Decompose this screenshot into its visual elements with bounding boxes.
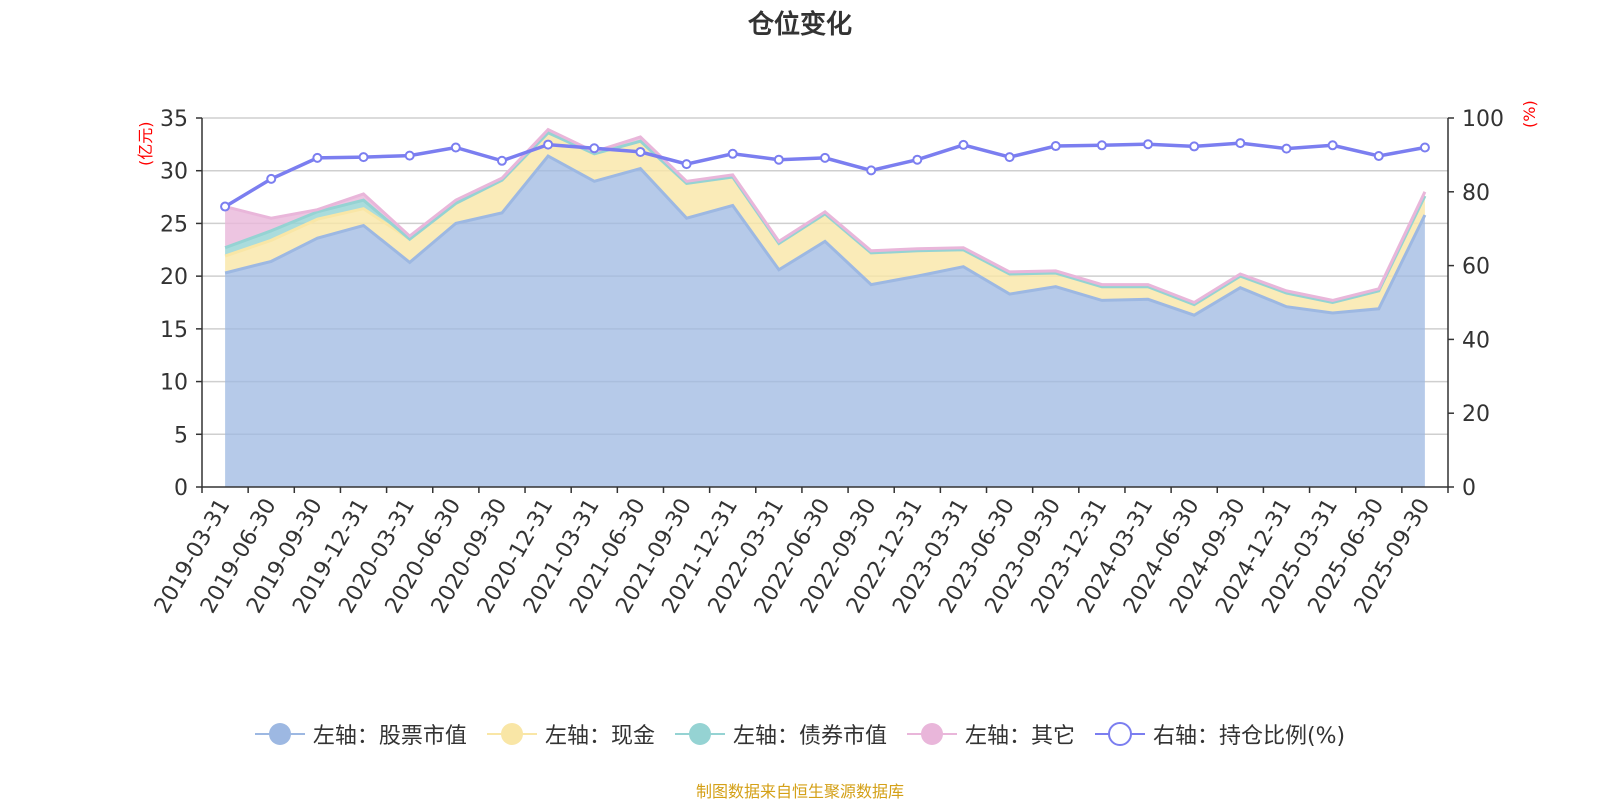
ratio-point [589,143,600,154]
area-line-series-3 [224,127,1427,305]
area-series-0 [225,156,1425,487]
ratio-point [635,146,646,157]
ratio-point [1189,141,1200,152]
ratio-point [358,152,369,163]
ratio-point [727,148,738,159]
ratio-point [866,165,877,176]
left-axis-tick-label: 25 [160,212,188,237]
left-axis-tick-label: 15 [160,318,188,343]
data-source-footer: 制图数据来自恒生聚源数据库 [695,782,904,801]
left-axis-unit: (亿元) [136,121,155,167]
right-axis-tick-label: 100 [1462,107,1504,132]
ratio-point [543,139,554,150]
chart-title: 仓位变化 [747,10,852,40]
left-axis-tick-label: 10 [160,371,188,396]
legend-ratio-icon [1094,722,1145,746]
legend-other-label: 左轴：其它 [964,724,1075,749]
legend-bond-icon [674,723,725,745]
legend-stock-label: 左轴：股票市值 [312,724,467,749]
ratio-point [820,152,830,163]
ratio-point [912,154,923,165]
ratio-point [1419,142,1430,153]
ratio-point [1143,139,1154,150]
left-axis-tick-label: 30 [160,160,188,185]
legend-cash-icon [486,723,537,745]
ratio-point [681,159,692,170]
right-axis-tick-label: 0 [1462,476,1476,501]
ratio-point [773,154,784,165]
ratio-point [404,150,415,161]
legend-other-icon [906,723,957,745]
legend-ratio-label: 右轴：持仓比例(%) [1152,724,1346,749]
right-axis-tick-label: 20 [1462,402,1490,427]
legend-item-bond[interactable]: 左轴：债券市值 [674,718,887,750]
legend-item-other[interactable]: 左轴：其它 [906,718,1075,750]
legend-item-cash[interactable]: 左轴：现金 [486,718,655,750]
legend-item-stock[interactable]: 左轴：股票市值 [254,718,467,750]
area-line-series-2 [224,130,1427,307]
ratio-point [1096,140,1107,151]
right-axis-tick-label: 60 [1462,255,1490,280]
ratio-point [1235,138,1246,149]
ratio-point [312,152,323,163]
right-axis-tick-label: 40 [1462,328,1490,353]
left-axis-tick-label: 35 [160,107,188,132]
ratio-point [958,139,969,150]
ratio-point [1004,152,1015,163]
area-series-1 [225,132,1425,316]
ratio-point [1327,140,1338,151]
right-axis-unit: (%) [1520,100,1539,128]
legend: 左轴：股票市值 左轴：现金 左轴：债券市值 左轴：其它 右轴：持仓比例(%) [0,718,1600,750]
legend-bond-label: 左轴：债券市值 [732,724,887,749]
ratio-point [1050,141,1061,152]
ratio-point [1281,143,1292,154]
ratio-point [496,155,507,166]
legend-cash-label: 左轴：现金 [544,724,655,749]
left-axis-tick-label: 20 [160,265,188,290]
ratio-point [1373,151,1384,162]
right-axis-tick-label: 80 [1462,181,1490,206]
ratio-line [224,141,1426,209]
left-axis-tick-label: 5 [174,423,188,448]
left-axis-tick-label: 0 [174,476,188,501]
legend-item-ratio[interactable]: 右轴：持仓比例(%) [1094,718,1346,750]
ratio-point [266,173,277,184]
legend-stock-icon [254,723,305,745]
area-line-series-0 [224,154,1427,317]
ratio-point [450,142,461,153]
ratio-point [220,201,231,212]
